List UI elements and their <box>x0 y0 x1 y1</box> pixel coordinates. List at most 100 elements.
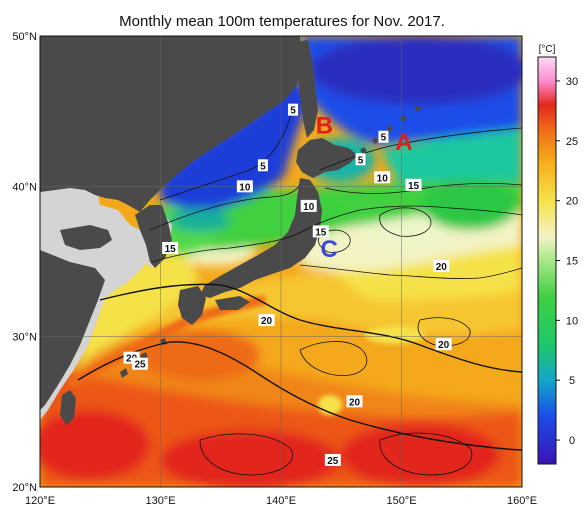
contour-label: 15 <box>312 225 329 238</box>
contour-misc-4 <box>379 432 473 476</box>
contour-label: 5 <box>257 159 268 172</box>
contour-label-text: 20 <box>436 262 448 273</box>
contour-misc-1 <box>299 341 368 376</box>
contour-label-text: 15 <box>408 181 420 192</box>
contour-label: 25 <box>324 453 341 467</box>
contour-label: 5 <box>355 153 366 166</box>
colorbar-bar <box>537 56 557 465</box>
contour-label: 15 <box>162 241 179 255</box>
map-area <box>40 36 522 487</box>
contour-lines <box>77 109 522 476</box>
contour-misc-2 <box>417 317 471 347</box>
contour-label-box <box>312 225 329 238</box>
contour-25 <box>77 341 522 451</box>
contour-label-text: 15 <box>165 244 177 255</box>
contour-20-north <box>299 264 522 279</box>
land-kurils <box>360 105 421 154</box>
colorbar-ticks: 30 25 20 15 10 5 0 <box>556 76 578 447</box>
contour-label-text: 20 <box>261 316 273 327</box>
land-china-coast-dark <box>40 250 105 410</box>
contour-label-text: 5 <box>381 133 387 144</box>
lon-tick-label: 120°E <box>25 495 55 507</box>
land-honshu <box>200 178 322 298</box>
colorbar-tick-label: 5 <box>569 375 575 387</box>
contour-label-box <box>435 338 452 351</box>
contour-label-box <box>433 260 450 273</box>
contour-label-text: 15 <box>315 227 327 238</box>
contour-label-text: 10 <box>239 182 251 193</box>
colorbar-tick-label: 30 <box>566 76 578 88</box>
land-shandong <box>60 225 112 250</box>
contour-label: 10 <box>300 199 317 213</box>
lon-tick-label: 140°E <box>266 495 296 507</box>
contour-label: 5 <box>378 130 389 144</box>
lon-axis-labels: 120°E 130°E 140°E 150°E 160°E <box>25 495 537 507</box>
land-kyushu <box>178 286 206 325</box>
contour-label-text: 10 <box>377 173 389 184</box>
sst-warm-core-2 <box>340 423 500 487</box>
contour-label-box <box>258 314 275 327</box>
lat-tick-label: 40°N <box>12 181 37 193</box>
annotation-label-c: C <box>321 236 338 263</box>
contour-label-text: 20 <box>349 397 361 408</box>
land-sakhalin <box>297 40 318 138</box>
sst-japan-sea-cold <box>160 75 310 211</box>
annotation-label-a: A <box>395 129 412 156</box>
land-taiwan <box>60 390 76 425</box>
contour-label-box <box>236 180 253 193</box>
colorbar-tick-label: 15 <box>566 256 578 268</box>
contour-misc-5 <box>379 207 432 237</box>
map-frame <box>39 35 523 488</box>
contour-label-text: 5 <box>260 161 266 172</box>
contour-label-text: 25 <box>327 456 339 467</box>
contour-label: 20 <box>433 260 450 273</box>
contour-label-box <box>257 159 268 172</box>
contour-label-text: 10 <box>303 202 315 213</box>
lat-axis-labels: 50°N 40°N 30°N 20°N <box>12 31 37 494</box>
map-title: Monthly mean 100m temperatures for Nov. … <box>119 13 445 30</box>
sst-warm-core-1 <box>160 430 340 487</box>
contour-label: 15 <box>405 178 422 192</box>
contour-label: 5 <box>288 103 299 117</box>
contour-label: 20 <box>435 338 452 351</box>
colorbar-unit: [°C] <box>539 44 556 55</box>
contour-label-box <box>374 171 391 184</box>
contour-label-box <box>324 453 341 466</box>
contour-label-text: 20 <box>126 354 138 365</box>
graticule <box>40 36 522 487</box>
contour-label-box <box>405 178 422 191</box>
lon-tick-label: 150°E <box>386 495 416 507</box>
lat-tick-label: 20°N <box>12 482 37 494</box>
contour-label-text: 20 <box>438 340 450 351</box>
colorbar-tick-label: 10 <box>566 315 578 327</box>
contour-label-box <box>132 357 149 370</box>
land-shikoku <box>215 296 250 310</box>
contour-misc-6 <box>318 229 351 253</box>
colorbar-tick-label: 20 <box>566 196 578 208</box>
contour-label: 25 <box>132 357 149 371</box>
contour-label: 20 <box>258 314 275 327</box>
contour-label-text: 25 <box>134 360 146 371</box>
sst-band-6 <box>380 125 522 185</box>
contour-label-box <box>300 199 317 212</box>
lon-tick-label: 130°E <box>145 495 175 507</box>
sst-green-eddy-1 <box>422 180 518 230</box>
contour-label-box <box>288 103 299 116</box>
contour-label: 10 <box>374 171 391 184</box>
sst-japan-sea-teal <box>170 208 230 232</box>
annotation-layer: A B C <box>316 113 413 263</box>
contour-5 <box>159 109 522 201</box>
contour-label-text: 5 <box>358 155 364 166</box>
lat-tick-label: 50°N <box>12 31 37 43</box>
contour-misc-3 <box>199 433 293 476</box>
lon-tick-label: 160°E <box>507 495 537 507</box>
cold-eddy-a <box>365 326 425 344</box>
contour-label-text: 5 <box>290 106 296 117</box>
contour-15 <box>151 205 522 263</box>
annotation-label-b: B <box>316 113 333 140</box>
colorbar-tick-label: 0 <box>569 435 575 447</box>
lat-tick-label: 30°N <box>12 332 37 344</box>
land-hokkaido <box>296 138 358 178</box>
